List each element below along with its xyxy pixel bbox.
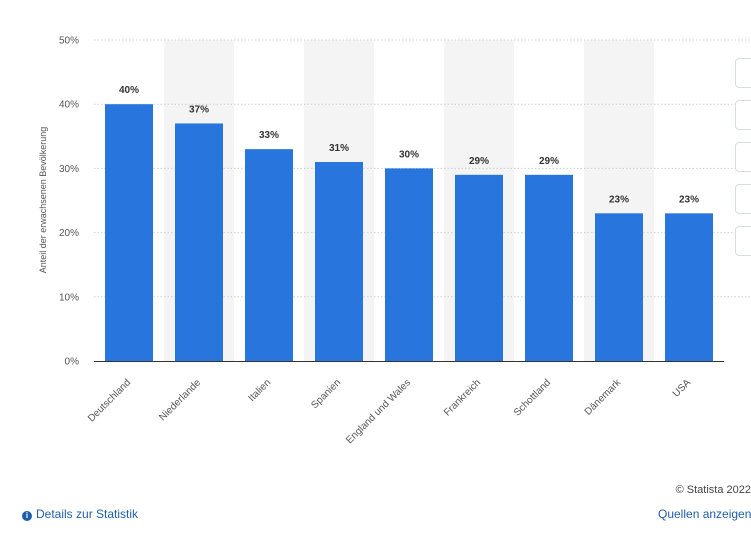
y-tick-label: 30% <box>59 164 79 175</box>
cite-button[interactable] <box>735 226 751 256</box>
value-label: 23% <box>609 194 629 205</box>
y-tick-label: 20% <box>59 228 79 239</box>
y-axis-title: Anteil der erwachsenen Bevölkerung <box>38 127 48 274</box>
value-label: 31% <box>329 143 349 154</box>
bar <box>315 161 363 361</box>
bar <box>455 174 503 361</box>
value-label: 23% <box>679 194 699 205</box>
y-tick-label: 0% <box>65 357 80 368</box>
bar <box>385 168 433 361</box>
details-link[interactable]: i Details zur Statistik <box>22 507 138 521</box>
x-tick-label: Niederlande <box>157 377 203 423</box>
value-labels: 40% 37% 33% 31% 30% 29% 29% 23% 23% <box>119 85 699 205</box>
x-tick-label: Deutschland <box>86 377 133 424</box>
value-label: 29% <box>539 156 559 167</box>
x-tick-label: Dänemark <box>583 377 624 418</box>
x-tick-label: Italien <box>246 377 273 404</box>
value-label: 33% <box>259 130 279 141</box>
bar <box>175 123 223 362</box>
x-tick-label: Schottland <box>512 377 553 418</box>
x-tick-label: England und Wales <box>344 377 413 446</box>
bar <box>105 104 153 361</box>
copyright-text: © Statista 2022 <box>675 484 751 496</box>
bars <box>105 104 713 362</box>
details-link-label: Details zur Statistik <box>36 507 139 521</box>
x-axis-labels: Deutschland Niederlande Italien Spanien Engl… <box>86 377 693 447</box>
share-button[interactable] <box>735 184 751 214</box>
settings-button[interactable] <box>735 142 751 172</box>
bar <box>665 213 713 361</box>
x-tick-label: Frankreich <box>442 377 483 418</box>
value-label: 30% <box>399 149 419 160</box>
info-icon: i <box>22 511 32 521</box>
notification-button[interactable] <box>735 100 751 130</box>
bar <box>595 213 643 361</box>
x-tick-label: Spanien <box>309 377 343 411</box>
bar <box>245 149 293 361</box>
sources-link[interactable]: Quellen anzeigen <box>658 507 751 521</box>
bar <box>525 174 573 361</box>
y-axis-ticks: 0% 10% 20% 30% 40% 50% <box>59 36 79 368</box>
y-tick-label: 10% <box>59 292 79 303</box>
favorite-button[interactable] <box>735 58 751 88</box>
y-tick-label: 50% <box>59 36 79 47</box>
x-tick-label: USA <box>671 377 694 400</box>
y-tick-label: 40% <box>59 100 79 111</box>
value-label: 37% <box>189 104 209 115</box>
value-label: 40% <box>119 85 139 96</box>
value-label: 29% <box>469 156 489 167</box>
